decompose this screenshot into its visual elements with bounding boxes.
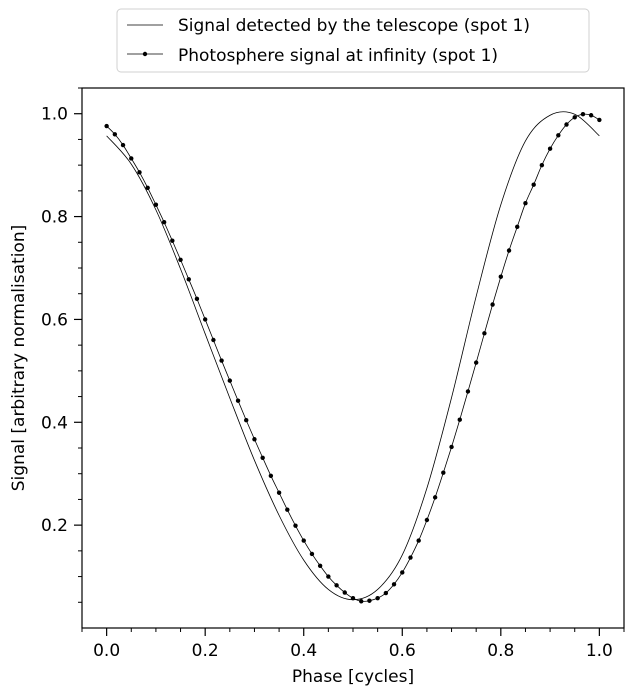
series-2-point <box>457 417 462 422</box>
series-2-point <box>268 473 274 478</box>
series-2-point <box>588 113 594 118</box>
series-2-point <box>276 490 282 495</box>
series-2-point <box>326 574 331 579</box>
series-2-point <box>219 358 224 363</box>
y-tick-label: 0.8 <box>41 208 68 228</box>
series-2-point <box>383 590 389 596</box>
series-2-point <box>506 248 512 253</box>
x-tick-label: 1.0 <box>586 641 613 661</box>
series-2-point <box>391 582 397 587</box>
series-2-point <box>178 257 183 262</box>
legend-marker-photosphere <box>142 51 148 57</box>
plot-frame <box>81 87 625 629</box>
series-layer <box>104 111 602 604</box>
series-line-1 <box>106 111 600 601</box>
y-axis-label: Signal [arbitrary normalisation] <box>9 225 29 491</box>
series-2-point <box>400 570 405 575</box>
series-2-point <box>194 296 200 302</box>
series-2-point <box>564 122 569 127</box>
legend-frame <box>116 8 590 73</box>
series-2-point <box>293 523 298 528</box>
series-2-point <box>153 202 159 207</box>
series-2-point <box>145 185 150 190</box>
series-2-point <box>367 598 372 603</box>
series-2-point <box>482 331 487 336</box>
x-tick-label: 0.4 <box>290 641 317 661</box>
y-tick-label: 0.2 <box>41 516 68 536</box>
series-2-point <box>285 507 290 512</box>
series-2-point <box>441 470 446 475</box>
series-2-point <box>449 444 454 450</box>
series-2-point <box>515 224 520 230</box>
series-2-point <box>170 238 175 243</box>
series-2-point <box>498 274 504 279</box>
y-tick-label: 0.4 <box>41 413 68 433</box>
legend-label-photosphere: Photosphere signal at infinity (spot 1) <box>178 46 498 66</box>
series-2-point <box>301 538 306 543</box>
y-axis: 0.2 0.4 0.6 0.8 1.0 <box>41 87 82 603</box>
x-tick-label: 0.0 <box>93 641 120 661</box>
series-2-point <box>137 170 142 175</box>
series-2-point <box>375 595 380 601</box>
series-line-2 <box>106 113 600 602</box>
series-2-point <box>260 455 265 460</box>
series-2-point <box>572 115 577 120</box>
series-2-point <box>186 277 191 282</box>
series-2-point <box>317 563 323 568</box>
series-2-point <box>161 220 167 225</box>
series-2-point <box>350 595 356 601</box>
series-2-point <box>597 117 602 123</box>
series-2-point <box>473 360 479 365</box>
series-2-point <box>539 162 545 168</box>
x-axis-label: Phase [cycles] <box>292 667 414 687</box>
series-2-point <box>120 142 126 148</box>
series-2-point <box>490 302 495 307</box>
series-2-point <box>556 133 561 138</box>
series-2-point <box>309 551 315 557</box>
series-2-point <box>465 389 471 394</box>
series-2-point <box>424 517 430 523</box>
series-2-point <box>252 437 257 442</box>
series-2-point <box>432 495 438 500</box>
series-2-point <box>129 156 134 161</box>
series-2-point <box>547 146 553 151</box>
x-axis: 0.0 0.2 0.4 0.6 0.8 1.0 <box>81 628 625 661</box>
series-2-point <box>202 317 208 322</box>
series-2-point <box>227 378 233 383</box>
series-2-point <box>334 583 339 588</box>
series-2-point <box>104 123 109 129</box>
series-2-point <box>580 112 586 117</box>
legend-label-telescope: Signal detected by the telescope (spot 1… <box>178 16 530 36</box>
x-tick-label: 0.6 <box>389 641 416 661</box>
x-tick-label: 0.2 <box>192 641 219 661</box>
y-tick-label: 0.6 <box>41 310 68 330</box>
x-tick-label: 0.8 <box>487 641 514 661</box>
legend: Signal detected by the telescope (spot 1… <box>116 8 590 73</box>
series-2-point <box>359 599 364 604</box>
y-tick-label: 1.0 <box>41 105 68 125</box>
series-2-point <box>408 555 413 560</box>
series-2-point <box>523 201 528 206</box>
series-2-point <box>211 337 216 343</box>
series-2-point <box>244 418 249 423</box>
series-2-point <box>416 538 421 543</box>
series-2-point <box>342 590 347 595</box>
series-2-point <box>112 132 118 137</box>
series-2-point <box>531 182 536 187</box>
series-2-point <box>235 398 241 403</box>
